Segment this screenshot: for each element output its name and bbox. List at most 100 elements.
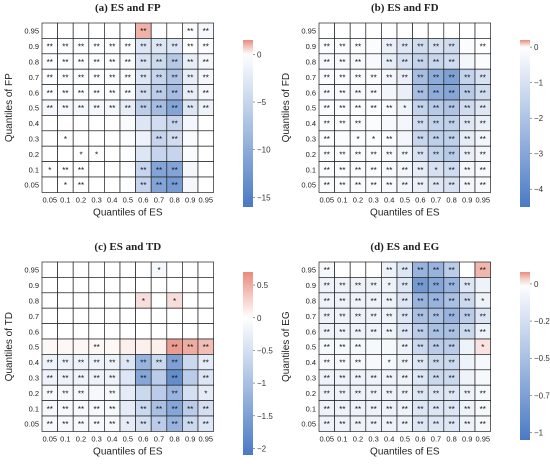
significance-label: *	[64, 135, 67, 144]
significance-label: **	[386, 389, 392, 398]
significance-label: **	[355, 420, 361, 429]
heatmap-cell	[88, 277, 105, 294]
significance-label: **	[187, 73, 193, 82]
significance-label: **	[187, 58, 193, 67]
significance-label: **	[62, 405, 68, 414]
significance-label: **	[109, 405, 115, 414]
significance-label: **	[156, 405, 162, 414]
significance-label: **	[417, 297, 423, 306]
significance-label: **	[480, 89, 486, 98]
significance-label: **	[480, 43, 486, 52]
significance-label: **	[171, 73, 177, 82]
heatmap-cell	[365, 22, 382, 39]
heatmap-cell	[41, 277, 58, 294]
significance-label: **	[402, 150, 408, 159]
heatmap-cell	[459, 22, 476, 39]
significance-label: **	[433, 312, 439, 321]
y-tick-label: 0.7	[306, 73, 316, 82]
significance-label: **	[433, 266, 439, 275]
heatmap-cell	[396, 22, 413, 39]
significance-label: **	[140, 73, 146, 82]
y-tick-label: 0.3	[306, 135, 316, 144]
significance-label: **	[417, 389, 423, 398]
significance-label: **	[62, 89, 68, 98]
significance-label: **	[417, 312, 423, 321]
heatmap-cell	[197, 145, 214, 162]
heatmap-cell	[459, 369, 476, 386]
heatmap-cell	[474, 53, 491, 70]
heatmap-cell	[119, 176, 136, 193]
significance-label: **	[339, 282, 345, 291]
heatmap-cell	[396, 115, 413, 132]
y-tick-label: 0.6	[29, 88, 39, 97]
significance-label: **	[156, 181, 162, 190]
significance-label: **	[355, 104, 361, 113]
y-tick-label: 0.6	[306, 327, 316, 336]
significance-label: **	[187, 104, 193, 113]
y-tick-label: 0.9	[306, 281, 316, 290]
significance-label: **	[464, 282, 470, 291]
chart-title: (c) ES and TD	[94, 241, 161, 253]
significance-label: **	[187, 27, 193, 36]
y-tick-label: 0.95	[24, 27, 39, 36]
chart-title: (b) ES and FD	[371, 2, 439, 14]
heatmap-cell	[150, 338, 168, 355]
significance-label: **	[370, 89, 376, 98]
heatmap-cell	[72, 115, 90, 132]
significance-label: **	[433, 405, 439, 414]
significance-label: **	[417, 181, 423, 190]
significance-label: **	[324, 282, 330, 291]
heatmap-cell	[119, 323, 136, 340]
heatmap-cell	[41, 145, 58, 162]
y-tick-label: 0.8	[29, 58, 39, 67]
significance-label: **	[93, 73, 99, 82]
significance-label: **	[78, 389, 84, 398]
heatmap-cell	[72, 323, 90, 340]
significance-label: **	[171, 343, 177, 352]
colorbar-tick-label: −2	[257, 444, 267, 453]
heatmap-cell	[104, 115, 121, 132]
significance-label: **	[47, 374, 53, 383]
significance-label: **	[433, 181, 439, 190]
heatmap-cell	[72, 130, 90, 147]
heatmap-cell	[41, 115, 58, 132]
significance-label: **	[62, 420, 68, 429]
significance-label: **	[448, 181, 454, 190]
heatmap-cell	[41, 323, 58, 340]
significance-label: **	[324, 343, 330, 352]
x-tick-label: 0.05	[42, 195, 57, 204]
colorbar-tick-label: 0	[534, 280, 539, 289]
heatmap-cell	[88, 384, 105, 401]
significance-label: **	[93, 58, 99, 67]
significance-label: **	[324, 89, 330, 98]
significance-label: *	[79, 150, 82, 159]
significance-label: **	[355, 343, 361, 352]
significance-label: **	[386, 150, 392, 159]
significance-label: **	[386, 43, 392, 52]
heatmap-cell	[474, 22, 491, 39]
significance-label: **	[324, 181, 330, 190]
significance-label: **	[140, 181, 146, 190]
heatmap-cell	[41, 261, 58, 278]
colorbar-tick-label: 0	[257, 314, 262, 323]
significance-label: **	[171, 420, 177, 429]
significance-label: **	[448, 58, 454, 67]
heatmap-cell	[88, 176, 105, 193]
significance-label: **	[355, 166, 361, 175]
significance-label: **	[386, 73, 392, 82]
significance-label: **	[480, 266, 486, 275]
heatmap-cell	[365, 115, 382, 132]
heatmap-cell	[135, 338, 152, 355]
significance-label: **	[109, 58, 115, 67]
significance-label: **	[78, 166, 84, 175]
colorbar-tick-label: −3	[534, 150, 544, 159]
heatmap-cell	[88, 130, 105, 147]
significance-label: **	[78, 89, 84, 98]
significance-label: **	[370, 405, 376, 414]
heatmap-cell	[182, 354, 199, 371]
significance-label: **	[402, 420, 408, 429]
significance-label: **	[480, 405, 486, 414]
significance-label: **	[480, 104, 486, 113]
significance-label: *	[434, 166, 437, 175]
significance-label: **	[171, 389, 177, 398]
